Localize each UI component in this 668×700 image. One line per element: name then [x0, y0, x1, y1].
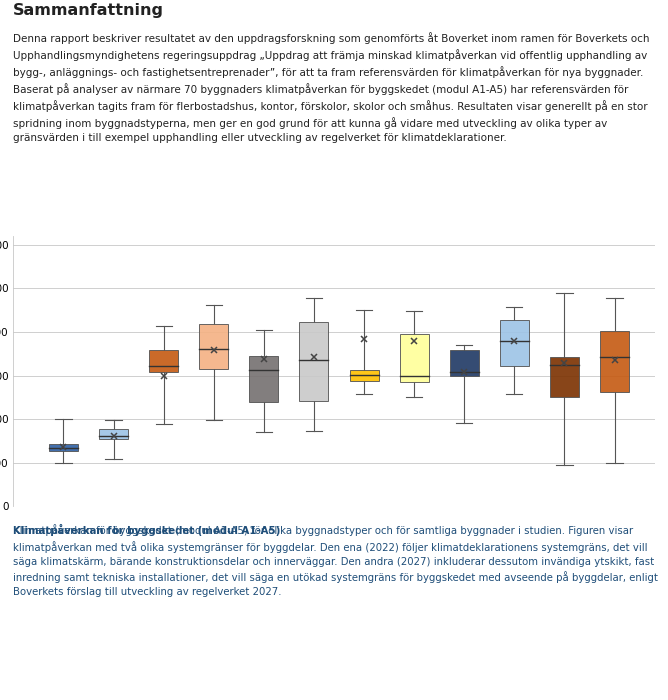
FancyBboxPatch shape: [199, 324, 228, 369]
FancyBboxPatch shape: [500, 320, 529, 366]
FancyBboxPatch shape: [49, 444, 78, 451]
FancyBboxPatch shape: [299, 322, 329, 401]
FancyBboxPatch shape: [600, 331, 629, 392]
FancyBboxPatch shape: [249, 356, 279, 402]
FancyBboxPatch shape: [550, 357, 579, 398]
FancyBboxPatch shape: [99, 429, 128, 439]
Text: Klimatpåverkan för byggskedet (modul A1-A5): Klimatpåverkan för byggskedet (modul A1-…: [13, 524, 281, 536]
FancyBboxPatch shape: [149, 350, 178, 372]
Text: Denna rapport beskriver resultatet av den uppdragsforskning som genomförts åt Bo: Denna rapport beskriver resultatet av de…: [13, 32, 650, 143]
Text: Klimatpåverkan för byggskedet (modul A1-A5) för olika byggnadstyper och för samt: Klimatpåverkan för byggskedet (modul A1-…: [13, 524, 659, 598]
FancyBboxPatch shape: [450, 350, 479, 375]
Text: Sammanfattning: Sammanfattning: [13, 3, 164, 18]
FancyBboxPatch shape: [349, 370, 379, 381]
FancyBboxPatch shape: [399, 334, 429, 382]
